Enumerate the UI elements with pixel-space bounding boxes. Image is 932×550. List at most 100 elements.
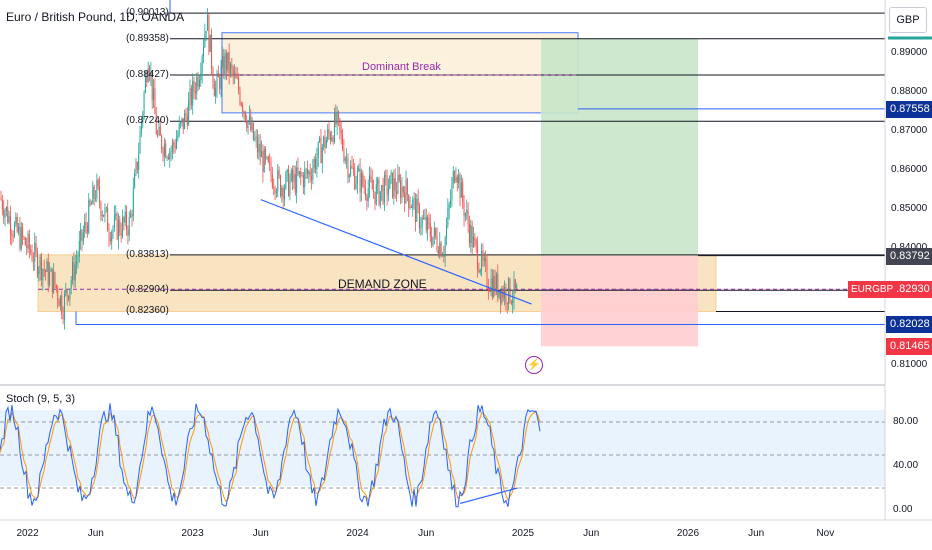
candle-body	[481, 250, 483, 270]
candle-body	[28, 234, 30, 250]
candle-body	[419, 205, 420, 229]
candle-body	[312, 168, 314, 180]
candle-body	[393, 178, 395, 198]
candle-body	[331, 137, 333, 141]
candle-body	[211, 34, 213, 70]
candle-body	[262, 151, 264, 173]
candle-body	[284, 188, 285, 200]
candle-body	[100, 202, 102, 216]
candle-body	[371, 180, 373, 190]
candle-body	[436, 236, 438, 250]
candle-body	[53, 272, 55, 293]
candle-body	[120, 232, 122, 236]
candle-body	[127, 229, 129, 236]
level-label: (0.82360)	[126, 305, 169, 317]
candle-body	[360, 173, 362, 193]
candle-body	[85, 222, 87, 227]
candle-body	[169, 151, 171, 160]
candle-body	[30, 249, 32, 253]
currency-button[interactable]: GBP	[889, 7, 927, 33]
candle-body	[282, 187, 284, 200]
candle-body	[112, 227, 114, 233]
candle-body	[479, 269, 481, 273]
candle-body	[512, 299, 514, 304]
candle-body	[352, 167, 354, 170]
candle-body	[464, 213, 466, 217]
candle-body	[398, 174, 400, 181]
candle-body	[338, 111, 339, 119]
candle-body	[208, 15, 210, 52]
candle-body	[333, 112, 335, 143]
candle-body	[466, 210, 468, 214]
candle-body	[155, 113, 157, 135]
candle-body	[143, 92, 145, 114]
candle-body	[38, 270, 40, 275]
candle-body	[304, 169, 306, 187]
candle-body	[230, 63, 231, 74]
candle-body	[447, 208, 449, 226]
candle-body	[12, 235, 14, 237]
candle-body	[513, 279, 515, 300]
candle-body	[231, 63, 233, 69]
candle-body	[115, 213, 117, 216]
candle-body	[223, 56, 225, 76]
candle-body	[332, 137, 334, 143]
candle-body	[72, 261, 74, 281]
candle-body	[329, 133, 331, 141]
candle-body	[266, 156, 268, 158]
candle-body	[45, 270, 47, 272]
candle-body	[427, 217, 429, 231]
candle-body	[365, 187, 366, 197]
candle-body	[319, 137, 321, 142]
candle-body	[485, 258, 487, 262]
candle-body	[219, 77, 221, 89]
candle-body	[366, 196, 368, 201]
candle-body	[363, 185, 365, 188]
candle-body	[27, 234, 29, 249]
candle-body	[42, 269, 44, 280]
candle-body	[450, 199, 452, 205]
candle-body	[109, 237, 111, 242]
candle-body	[134, 173, 136, 188]
candle-body	[34, 242, 36, 262]
candle-body	[132, 187, 134, 217]
candle-body	[470, 225, 472, 244]
lightning-icon[interactable]: ⚡	[525, 356, 543, 374]
candle-body	[122, 217, 123, 236]
candle-body	[327, 129, 329, 140]
candle-body	[252, 122, 254, 140]
candle-body	[315, 158, 317, 170]
candle-body	[385, 175, 387, 177]
candle-body	[62, 314, 64, 320]
level-label: (0.88427)	[126, 69, 169, 80]
candle-body	[452, 171, 454, 184]
candle-body	[414, 198, 416, 222]
candle-body	[375, 184, 377, 204]
candle-body	[383, 175, 385, 204]
candle-body	[163, 143, 165, 157]
candle-body	[146, 76, 148, 82]
candle-body	[498, 291, 500, 298]
candle-body	[497, 273, 499, 298]
candle-body	[505, 287, 507, 303]
candle-body	[225, 53, 227, 70]
time-axis-label: Jun	[252, 528, 269, 539]
candle-body	[355, 183, 357, 189]
candle-body	[275, 191, 277, 194]
candle-body	[116, 213, 118, 239]
candle-body	[166, 156, 168, 158]
candle-body	[96, 180, 98, 199]
candle-body	[448, 204, 450, 209]
candle-body	[88, 200, 90, 233]
candle-body	[51, 268, 53, 293]
candle-body	[20, 227, 22, 249]
candle-body	[362, 173, 364, 186]
candle-body	[494, 275, 496, 292]
price-axis-label: 0.86000	[891, 163, 928, 175]
candle-body	[502, 289, 504, 299]
candle-body	[154, 88, 156, 114]
candle-body	[63, 293, 65, 320]
candle-body	[281, 187, 283, 196]
price-axis-label: 0.89000	[891, 46, 928, 58]
